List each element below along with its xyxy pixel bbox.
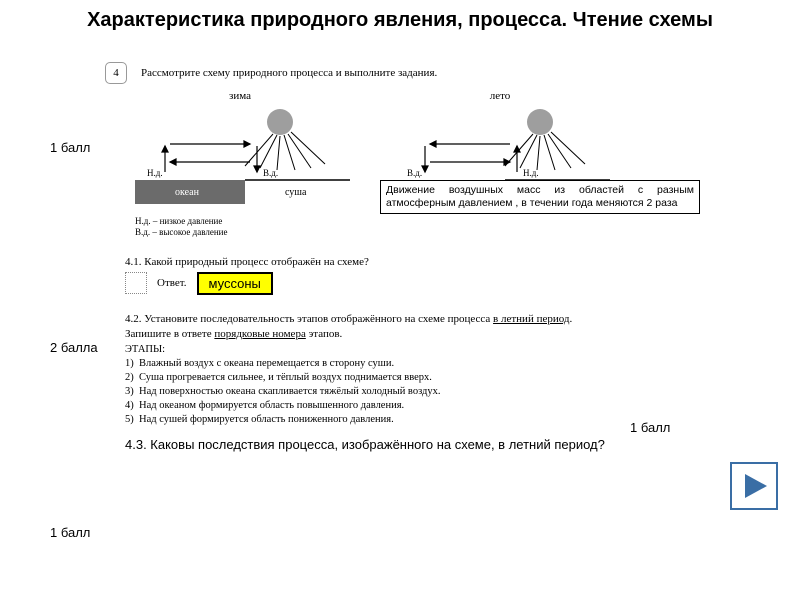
play-button[interactable]: [730, 462, 778, 510]
answer-label: Ответ.: [157, 277, 187, 289]
question-43: 4.3. Каковы последствия процесса, изобра…: [125, 437, 615, 452]
svg-text:Н.д.: Н.д.: [523, 168, 539, 178]
q42-u2: порядковые номера: [214, 328, 305, 340]
stage-2: 2) Суша прогревается сильнее, и тёплый в…: [125, 371, 705, 385]
winter-svg: Н.д. В.д. океан суша: [125, 104, 355, 214]
answer-highlight: муссоны: [197, 272, 273, 295]
stage-5: 5) Над сушей формируется область понижен…: [125, 413, 705, 427]
task-number-box: 4: [105, 62, 127, 84]
score-3: 1 балл: [50, 525, 100, 541]
note-box: Движение воздушных масс из областей с ра…: [380, 180, 700, 214]
q42-t2: Запишите в ответе: [125, 328, 214, 340]
task-instruction: Рассмотрите схему природного процесса и …: [141, 67, 437, 79]
svg-text:суша: суша: [285, 187, 307, 198]
legend-nd: Н.д. – низкое давление: [135, 216, 705, 227]
q41-text: 4.1. Какой природный процесс отображён н…: [125, 256, 705, 268]
stage-4: 4) Над океаном формируется область повыш…: [125, 399, 705, 413]
q42-t2e: этапов.: [306, 328, 342, 340]
legend: Н.д. – низкое давление В.д. – высокое да…: [135, 216, 705, 238]
svg-text:океан: океан: [175, 187, 200, 198]
answer-dotted-box: [125, 272, 147, 294]
diagram-winter: зима: [125, 90, 355, 214]
nd-label: Н.д.: [147, 168, 163, 178]
question-42: 4.2. Установите последовательность этапо…: [125, 313, 705, 428]
play-icon: [745, 474, 767, 498]
content-area: 4 Рассмотрите схему природного процесса …: [105, 62, 705, 452]
season-winter: зима: [125, 90, 355, 102]
score-1: 1 балл: [50, 140, 100, 156]
vd-label: В.д.: [263, 168, 278, 178]
legend-vd: В.д. – высокое давление: [135, 227, 705, 238]
svg-text:В.д.: В.д.: [407, 168, 422, 178]
q42-line2: Запишите в ответе порядковые номера этап…: [125, 328, 705, 340]
task-header: 4 Рассмотрите схему природного процесса …: [105, 62, 705, 84]
q42-line1: 4.2. Установите последовательность этапо…: [125, 313, 705, 325]
q42-t1: 4.2. Установите последовательность этапо…: [125, 313, 493, 325]
stage-1: 1) Влажный воздух с океана перемещается …: [125, 357, 705, 371]
season-summer: лето: [385, 90, 615, 102]
score-2: 2 балла: [50, 340, 100, 356]
stages-title: ЭТАПЫ:: [125, 344, 705, 355]
stage-3: 3) Над поверхностью океана скапливается …: [125, 385, 705, 399]
q42-u1: в летний период: [493, 313, 569, 325]
page-title: Характеристика природного явления, проце…: [0, 0, 800, 36]
stages-block: ЭТАПЫ: 1) Влажный воздух с океана переме…: [125, 344, 705, 428]
question-41: 4.1. Какой природный процесс отображён н…: [125, 256, 705, 295]
